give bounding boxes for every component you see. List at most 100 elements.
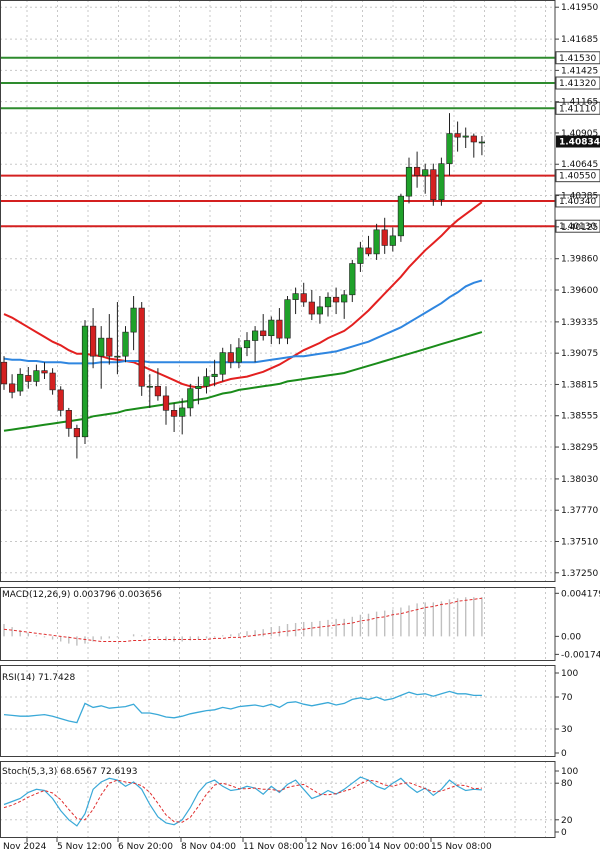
- rsi-label: RSI(14) 71.7428: [2, 673, 75, 683]
- candle-bullish[interactable]: [478, 141, 486, 144]
- candle-bearish[interactable]: [413, 166, 421, 176]
- candle-bearish[interactable]: [300, 293, 307, 303]
- main-panel-frame: [0, 0, 556, 582]
- candle-bearish[interactable]: [41, 370, 48, 374]
- candle-bullish[interactable]: [211, 373, 218, 377]
- time-tick-label: 15 Nov 08:00: [431, 842, 492, 852]
- macd-panel[interactable]: [3, 597, 483, 646]
- candle-bullish[interactable]: [17, 373, 24, 392]
- candle-bullish[interactable]: [81, 325, 89, 438]
- candle-bearish[interactable]: [154, 385, 162, 397]
- candle-bearish[interactable]: [308, 301, 315, 315]
- rsi-tick-label: 30: [561, 725, 573, 735]
- axes: 1.41950 1.41685 1.41425 1.41165 1.40905 1.406…: [3, 3, 600, 852]
- candle-bearish[interactable]: [171, 410, 178, 417]
- price-tick-label: 1.39075: [561, 349, 598, 359]
- candle-bearish[interactable]: [454, 133, 461, 138]
- candle-bullish[interactable]: [33, 370, 40, 382]
- candle-bullish[interactable]: [316, 306, 324, 315]
- candle-bullish[interactable]: [397, 195, 405, 237]
- candle-bearish[interactable]: [57, 389, 64, 411]
- candle-bullish[interactable]: [187, 388, 194, 409]
- candle-bullish[interactable]: [146, 385, 153, 388]
- macd-panel-frame: [0, 587, 556, 661]
- candle-bearish[interactable]: [65, 410, 72, 429]
- candle-bullish[interactable]: [179, 407, 186, 417]
- rsi-panel-frame: [0, 665, 556, 757]
- price-level-tag: [555, 219, 600, 233]
- price-level-tag: [555, 76, 600, 90]
- price-tick-label: 1.39335: [561, 318, 598, 328]
- candle-bullish[interactable]: [252, 330, 259, 341]
- candle-bearish[interactable]: [365, 247, 372, 255]
- price-tick-label: 1.40125: [561, 223, 598, 233]
- rsi-panel[interactable]: [3, 690, 482, 724]
- price-tick-label: 1.41165: [561, 98, 598, 108]
- stochastic-panel[interactable]: [3, 776, 482, 827]
- candle-bullish[interactable]: [405, 166, 413, 197]
- candle-bullish[interactable]: [357, 247, 364, 264]
- candle-bearish[interactable]: [381, 229, 388, 246]
- candle-bullish[interactable]: [243, 340, 251, 349]
- price-level-label: 1.41530: [559, 54, 596, 64]
- macd-tick-label: 0.00: [561, 632, 581, 642]
- candle-bearish[interactable]: [73, 428, 80, 438]
- candle-bullish[interactable]: [349, 263, 356, 296]
- candle-bullish[interactable]: [341, 294, 348, 303]
- price-tick-label: 1.38030: [561, 475, 598, 485]
- price-panel[interactable]: 1.41530 1.41320 1.41110 1.40550 1.40340 1.401…: [0, 51, 600, 459]
- candle-bearish[interactable]: [227, 352, 234, 363]
- time-tick-label: 11 Nov 08:00: [243, 842, 304, 852]
- price-tick-label: 1.39600: [561, 286, 598, 296]
- candle-bullish[interactable]: [389, 235, 396, 246]
- candle-bullish[interactable]: [438, 163, 445, 201]
- candle-bullish[interactable]: [98, 337, 105, 357]
- candle-bearish[interactable]: [138, 307, 145, 387]
- time-tick-label: 8 Nov 04:00: [181, 842, 236, 852]
- price-level-tag: [555, 194, 600, 208]
- candle-bullish[interactable]: [195, 385, 202, 389]
- macd-label: MACD(12,26,9) 0.003796 0.003656: [2, 590, 162, 600]
- candle-bullish[interactable]: [268, 319, 275, 337]
- candle-bearish[interactable]: [25, 375, 32, 382]
- candle-bearish[interactable]: [0, 361, 8, 385]
- macd-tick-label: 0.004179: [561, 589, 600, 599]
- candle-bearish[interactable]: [9, 383, 16, 393]
- candle-bullish[interactable]: [203, 376, 210, 387]
- candle-bullish[interactable]: [122, 331, 129, 357]
- candle-bearish[interactable]: [106, 337, 113, 357]
- candle-bullish[interactable]: [130, 307, 137, 333]
- macd-signal-line: [3, 597, 482, 642]
- candle-bearish[interactable]: [332, 296, 340, 303]
- candle-bullish[interactable]: [235, 347, 243, 363]
- current-price-label: 1.40834: [559, 138, 600, 148]
- price-level-label: 1.41320: [559, 79, 596, 89]
- candle-bullish[interactable]: [292, 293, 299, 300]
- price-level-tag: [555, 169, 600, 183]
- candle-bullish[interactable]: [114, 355, 121, 358]
- candle-bullish[interactable]: [373, 229, 380, 255]
- candle-bearish[interactable]: [162, 395, 170, 411]
- candle-bullish[interactable]: [324, 296, 332, 308]
- candle-bearish[interactable]: [260, 330, 267, 337]
- candle-bullish[interactable]: [446, 133, 453, 164]
- price-tick-label: 1.39860: [561, 255, 598, 265]
- candle-bearish[interactable]: [90, 325, 97, 357]
- candle-bearish[interactable]: [470, 135, 477, 143]
- price-tick-label: 1.37510: [561, 537, 598, 547]
- price-tick-label: 1.38815: [561, 380, 598, 390]
- stoch-label: Stoch(5,3,3) 68.6567 72.6193: [2, 767, 137, 777]
- candle-bearish[interactable]: [49, 372, 56, 391]
- stoch-tick-label: 100: [561, 767, 578, 777]
- candle-bearish[interactable]: [276, 319, 283, 339]
- candle-bullish[interactable]: [422, 169, 429, 176]
- candle-bearish[interactable]: [430, 169, 437, 201]
- grid-lines: [0, 0, 555, 838]
- candle-bullish[interactable]: [462, 135, 469, 138]
- price-level-label: 1.40340: [559, 197, 596, 207]
- candle-bullish[interactable]: [219, 352, 226, 375]
- candle-bullish[interactable]: [284, 299, 291, 339]
- time-tick-label: 5 Nov 12:00: [57, 842, 112, 852]
